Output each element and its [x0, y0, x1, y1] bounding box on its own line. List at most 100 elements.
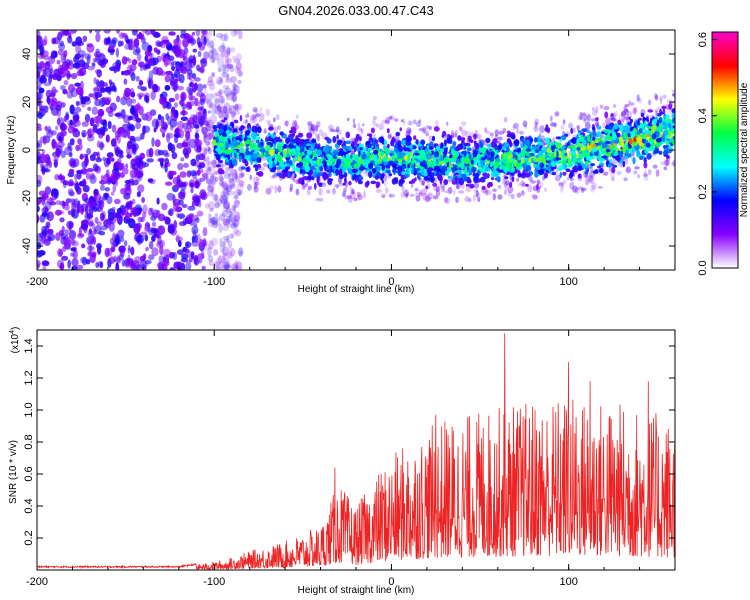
- spectrogram-cell: [113, 170, 121, 180]
- spectrogram-cell: [463, 176, 468, 180]
- spectrogram-cell: [222, 64, 226, 74]
- spectrogram-cell: [580, 187, 587, 191]
- spectrogram-cell: [282, 143, 287, 149]
- spectrogram-cell: [359, 147, 363, 151]
- spectrogram-cell: [59, 262, 65, 270]
- spectrogram-cell: [246, 138, 251, 144]
- spectrogram-cell: [356, 197, 361, 202]
- spectrogram-cell: [118, 245, 126, 253]
- spectrogram-cell: [455, 157, 460, 165]
- spectrogram-cell: [230, 147, 235, 154]
- spectrogram-cell: [388, 193, 392, 198]
- spectrogram-cell: [177, 239, 182, 248]
- spectrogram-cell: [522, 120, 528, 128]
- spectrogram-cell: [115, 256, 122, 264]
- spectrogram-cell: [64, 229, 70, 237]
- spectrogram-cell: [186, 134, 191, 145]
- spectrogram-cell: [215, 216, 220, 227]
- spectrogram-cell: [555, 174, 561, 182]
- spectrogram-cell: [94, 98, 102, 107]
- spectrogram-cell: [316, 158, 320, 166]
- spectrogram-cell: [179, 67, 186, 72]
- spectrogram-cell: [266, 119, 271, 125]
- spectrogram-cell: [397, 151, 404, 159]
- spectrogram-cell: [143, 94, 149, 103]
- spectrogram-cell: [233, 168, 238, 176]
- spectrogram-cell: [371, 145, 374, 149]
- spectrogram-cell: [513, 122, 519, 129]
- spectrogram-cell: [177, 182, 185, 188]
- spectrogram-cell: [207, 166, 211, 172]
- spectrogram-cell: [142, 211, 147, 219]
- spectrogram-cell: [284, 163, 288, 168]
- spectrogram-cell: [433, 156, 437, 163]
- spectrogram-cell: [388, 132, 393, 138]
- spectrogram-cell: [53, 156, 59, 163]
- spectrogram-cell: [643, 161, 648, 169]
- spectrogram-cell: [150, 90, 156, 101]
- spectrogram-cell: [55, 232, 61, 242]
- spectrogram-cell: [638, 127, 643, 134]
- spectrogram-cell: [662, 121, 667, 126]
- spectrogram-cell: [139, 64, 144, 72]
- spectrogram-cell: [404, 155, 408, 161]
- spectrogram-cell: [112, 184, 117, 193]
- spectrogram-cell: [205, 120, 209, 127]
- spectrogram-cell: [230, 223, 238, 228]
- spectrogram-cell: [557, 153, 564, 159]
- spectrogram-cell: [231, 112, 235, 123]
- spectrogram-cell: [550, 142, 555, 146]
- spectrogram-cell: [379, 151, 385, 157]
- spectrogram-cell: [211, 71, 216, 78]
- spectrogram-cell: [515, 152, 519, 155]
- spectrogram-cell: [216, 257, 221, 266]
- spectrogram-cell: [222, 84, 230, 90]
- spectrogram-cell: [625, 145, 629, 150]
- spectrogram-cell: [303, 140, 308, 145]
- spectrogram-cell: [523, 162, 527, 169]
- spectrogram-cell: [49, 197, 54, 202]
- spectrogram-cell: [222, 108, 226, 114]
- spectrogram-cell: [554, 111, 560, 117]
- spectrogram-cell: [375, 181, 380, 189]
- spectrogram-cell: [93, 77, 97, 85]
- spectrogram-cell: [191, 225, 199, 235]
- spectrogram-cell: [225, 184, 233, 191]
- spectrogram-cell: [489, 162, 493, 168]
- spectrogram-cell: [623, 108, 629, 113]
- spectrogram-cell: [224, 50, 230, 58]
- spectrogram-cell: [572, 185, 578, 193]
- spectrogram-cell: [163, 56, 171, 66]
- spectrogram-cell: [357, 122, 361, 128]
- spectrogram-cell: [202, 170, 209, 180]
- spectrogram-cell: [148, 51, 152, 59]
- spectrogram-cell: [195, 124, 200, 132]
- spectrogram-cell: [232, 93, 238, 103]
- spectrogram-cell: [610, 117, 616, 122]
- spectrogram-cell: [255, 113, 261, 118]
- spectrogram-cell: [113, 255, 117, 263]
- spectrogram-cell: [645, 142, 651, 148]
- spectrogram-cell: [171, 45, 179, 54]
- spectrogram-cell: [232, 82, 237, 91]
- spectrogram-cell: [173, 102, 179, 108]
- spectrogram-cell: [207, 110, 211, 114]
- spectrogram-cell: [73, 198, 79, 208]
- spectrogram-cell: [146, 148, 151, 158]
- spectrogram-cell: [68, 179, 74, 187]
- spectrogram-cell: [37, 179, 42, 188]
- spectrogram-cell: [210, 113, 217, 124]
- spectrogram-cell: [555, 136, 562, 140]
- spectrogram-cell: [400, 191, 406, 198]
- spectrogram-cell: [332, 154, 336, 160]
- spectrogram-cell: [200, 125, 205, 132]
- spectrogram-cell: [274, 158, 278, 164]
- spectrogram-cell: [57, 49, 65, 56]
- spectrogram-cell: [45, 60, 50, 66]
- spectrogram-cell: [83, 98, 92, 105]
- spectrogram-cell: [69, 104, 75, 115]
- spectrogram-cell: [225, 215, 232, 224]
- spectrogram-cell: [370, 180, 377, 185]
- spectrogram-cell: [81, 129, 87, 138]
